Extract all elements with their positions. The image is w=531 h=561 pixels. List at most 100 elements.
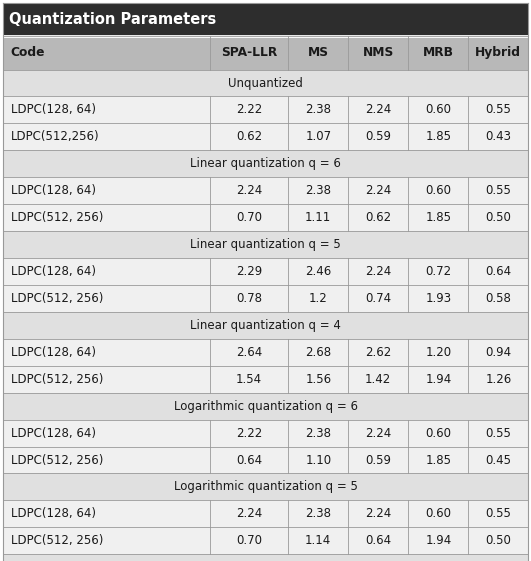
Bar [348, 123, 408, 150]
Bar [3, 420, 210, 447]
Text: 2.38: 2.38 [305, 184, 331, 197]
Bar [3, 339, 210, 366]
Text: 2.22: 2.22 [236, 103, 262, 117]
Bar [408, 285, 468, 312]
Bar [468, 339, 528, 366]
Text: 2.38: 2.38 [305, 426, 331, 440]
Bar [210, 420, 288, 447]
Bar [408, 500, 468, 527]
Text: LDPC(128, 64): LDPC(128, 64) [11, 426, 96, 440]
Bar [3, 285, 210, 312]
Bar [408, 420, 468, 447]
Text: 0.62: 0.62 [236, 130, 262, 144]
Bar [210, 339, 288, 366]
Text: LDPC(128, 64): LDPC(128, 64) [11, 346, 96, 359]
Bar [348, 36, 408, 70]
Text: 1.54: 1.54 [236, 373, 262, 386]
Text: 0.55: 0.55 [485, 507, 511, 521]
Text: Logarithmic quantization q = 6: Logarithmic quantization q = 6 [174, 399, 357, 413]
Bar [210, 527, 288, 554]
Bar [3, 3, 528, 36]
Bar [348, 258, 408, 285]
Bar [288, 500, 348, 527]
Text: 0.64: 0.64 [485, 265, 511, 278]
Bar [468, 447, 528, 473]
Bar [408, 447, 468, 473]
Text: 0.72: 0.72 [425, 265, 451, 278]
Text: LDPC(512, 256): LDPC(512, 256) [11, 292, 103, 305]
Bar [408, 527, 468, 554]
Bar [288, 527, 348, 554]
Text: LDPC(128, 64): LDPC(128, 64) [11, 103, 96, 117]
Text: 1.94: 1.94 [425, 373, 451, 386]
Text: 0.70: 0.70 [236, 211, 262, 224]
Bar [288, 339, 348, 366]
Text: 2.24: 2.24 [365, 103, 391, 117]
Text: 2.24: 2.24 [365, 507, 391, 521]
Bar [408, 177, 468, 204]
Bar [3, 123, 210, 150]
Bar [348, 500, 408, 527]
Bar [3, 312, 528, 339]
Bar [3, 393, 528, 420]
Bar [348, 177, 408, 204]
Bar [468, 123, 528, 150]
Bar [210, 96, 288, 123]
Bar [3, 527, 210, 554]
Bar [348, 366, 408, 393]
Text: LDPC(128, 64): LDPC(128, 64) [11, 507, 96, 521]
Text: 1.42: 1.42 [365, 373, 391, 386]
Bar [468, 500, 528, 527]
Text: LDPC(128, 64): LDPC(128, 64) [11, 184, 96, 197]
Text: Code: Code [11, 47, 45, 59]
Text: 0.50: 0.50 [485, 534, 511, 548]
Text: Linear quantization q = 4: Linear quantization q = 4 [190, 319, 341, 332]
Bar [348, 447, 408, 473]
Text: Linear quantization q = 5: Linear quantization q = 5 [190, 238, 341, 251]
Bar [3, 473, 528, 500]
Bar [468, 420, 528, 447]
Bar [408, 258, 468, 285]
Bar [468, 36, 528, 70]
Bar [468, 366, 528, 393]
Text: 0.62: 0.62 [365, 211, 391, 224]
Text: 0.64: 0.64 [236, 453, 262, 467]
Bar [348, 420, 408, 447]
Bar [348, 96, 408, 123]
Bar [3, 258, 210, 285]
Text: LDPC(512, 256): LDPC(512, 256) [11, 211, 103, 224]
Bar [210, 258, 288, 285]
Text: 2.38: 2.38 [305, 103, 331, 117]
Text: LDPC(512, 256): LDPC(512, 256) [11, 373, 103, 386]
Text: 1.11: 1.11 [305, 211, 331, 224]
Text: 0.59: 0.59 [365, 453, 391, 467]
Text: 0.60: 0.60 [425, 426, 451, 440]
Bar [3, 231, 528, 258]
Bar [210, 500, 288, 527]
Text: Logarithmic quantization q = 5: Logarithmic quantization q = 5 [174, 480, 357, 494]
Bar [468, 527, 528, 554]
Bar [468, 285, 528, 312]
Text: 2.22: 2.22 [236, 426, 262, 440]
Text: 2.38: 2.38 [305, 507, 331, 521]
Text: 2.24: 2.24 [236, 184, 262, 197]
Text: 1.2: 1.2 [309, 292, 328, 305]
Text: 2.24: 2.24 [365, 184, 391, 197]
Bar [408, 96, 468, 123]
Text: 0.43: 0.43 [485, 130, 511, 144]
Text: 0.64: 0.64 [365, 534, 391, 548]
Text: MS: MS [308, 47, 329, 59]
Text: 0.45: 0.45 [485, 453, 511, 467]
Bar [210, 366, 288, 393]
Text: 0.70: 0.70 [236, 534, 262, 548]
Bar [3, 500, 210, 527]
Bar [348, 204, 408, 231]
Bar [288, 96, 348, 123]
Text: 1.26: 1.26 [485, 373, 511, 386]
Bar [468, 258, 528, 285]
Text: 1.14: 1.14 [305, 534, 331, 548]
Bar [3, 96, 210, 123]
Text: 0.94: 0.94 [485, 346, 511, 359]
Text: SPA-LLR: SPA-LLR [221, 47, 277, 59]
Text: NMS: NMS [363, 47, 394, 59]
